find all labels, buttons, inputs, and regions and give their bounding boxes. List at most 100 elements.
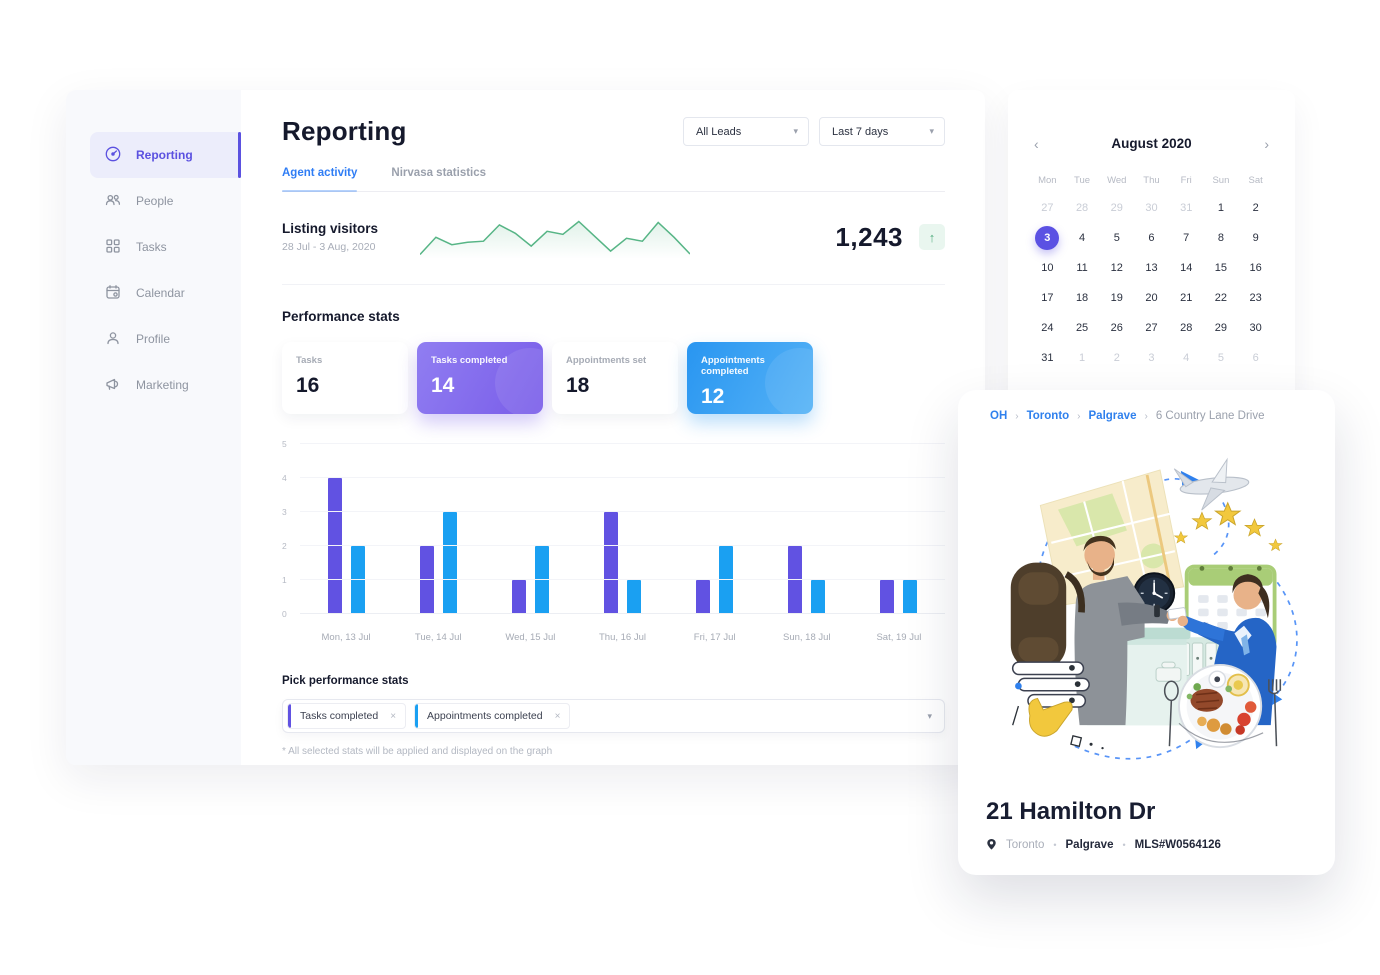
bar-appointments-completed bbox=[719, 546, 734, 614]
bar-group-fri-17-jul bbox=[669, 546, 761, 614]
calendar-day[interactable]: 8 bbox=[1217, 232, 1224, 244]
stat-card-label: Appointments completed bbox=[701, 355, 765, 377]
calendar-day[interactable]: 6 bbox=[1148, 232, 1155, 244]
calendar-header: ‹ August 2020 › bbox=[1030, 136, 1273, 151]
stats-multiselect[interactable]: Tasks completed × Appointments completed × … bbox=[282, 699, 945, 733]
calendar-day[interactable]: 21 bbox=[1180, 292, 1193, 304]
remove-tag-icon[interactable]: × bbox=[390, 710, 397, 722]
calendar-weekdays: Mon Tue Wed Thu Fri Sun Sat bbox=[1030, 175, 1273, 186]
main-header: Reporting All Leads ▾ Last 7 days ▾ bbox=[282, 116, 945, 147]
calendar-day[interactable]: 22 bbox=[1214, 292, 1228, 304]
calendar-day[interactable]: 4 bbox=[1079, 232, 1086, 244]
bar-appointments-completed bbox=[903, 580, 918, 614]
calendar-day[interactable]: 4 bbox=[1183, 352, 1190, 364]
calendar-day[interactable]: 29 bbox=[1214, 322, 1228, 334]
calendar-day[interactable]: 24 bbox=[1041, 322, 1054, 334]
listing-visitors-section: Listing visitors 28 Jul - 3 Aug, 2020 1,… bbox=[282, 214, 945, 285]
date-filter-select[interactable]: Last 7 days ▾ bbox=[819, 117, 945, 146]
filter-tag-tasks-completed[interactable]: Tasks completed × bbox=[287, 703, 407, 729]
bar-tasks-completed bbox=[696, 580, 711, 614]
breadcrumb-oh[interactable]: OH bbox=[990, 410, 1008, 422]
sidebar-item-tasks[interactable]: Tasks bbox=[90, 224, 241, 270]
y-axis-tick: 0 bbox=[282, 609, 287, 619]
weekday-label: Wed bbox=[1107, 175, 1127, 186]
gridline bbox=[300, 545, 945, 546]
date-filter-value: Last 7 days bbox=[832, 125, 889, 138]
tab-agent-activity[interactable]: Agent activity bbox=[282, 167, 358, 192]
calendar-day[interactable]: 13 bbox=[1145, 262, 1158, 274]
calendar-day[interactable]: 2 bbox=[1113, 352, 1120, 364]
stat-card-appointments-set: Appointments set 18 bbox=[552, 342, 678, 414]
weekday-label: Fri bbox=[1180, 175, 1192, 186]
location-pin-icon bbox=[986, 838, 997, 851]
calendar-day[interactable]: 12 bbox=[1110, 262, 1123, 274]
remove-tag-icon[interactable]: × bbox=[554, 710, 561, 722]
calendar-day[interactable]: 27 bbox=[1145, 322, 1158, 334]
tag-color-bar bbox=[288, 704, 291, 728]
lead-filter-select[interactable]: All Leads ▾ bbox=[683, 117, 809, 146]
calendar-day[interactable]: 16 bbox=[1249, 262, 1262, 274]
calendar-title: August 2020 bbox=[1111, 136, 1192, 151]
bar-chart-plot: 0 1 2 3 4 5 bbox=[282, 439, 945, 619]
calendar-day[interactable]: 9 bbox=[1252, 232, 1259, 244]
calendar-day[interactable]: 17 bbox=[1041, 292, 1054, 304]
calendar-day[interactable]: 15 bbox=[1214, 262, 1228, 274]
calendar-day[interactable]: 1 bbox=[1079, 352, 1086, 364]
breadcrumb-palgrave[interactable]: Palgrave bbox=[1088, 410, 1137, 422]
sidebar-item-calendar[interactable]: Calendar bbox=[90, 270, 241, 316]
breadcrumb-toronto[interactable]: Toronto bbox=[1026, 410, 1070, 422]
calendar-day[interactable]: 6 bbox=[1252, 352, 1259, 364]
calendar-day[interactable]: 14 bbox=[1180, 262, 1193, 274]
calendar-day[interactable]: 3 bbox=[1148, 352, 1155, 364]
lead-filter-value: All Leads bbox=[696, 125, 742, 138]
calendar-day[interactable]: 19 bbox=[1110, 292, 1123, 304]
main-content: Reporting All Leads ▾ Last 7 days ▾ Agen… bbox=[241, 90, 985, 765]
sidebar-item-label: Marketing bbox=[136, 378, 189, 392]
tag-label: Appointments completed bbox=[427, 710, 543, 722]
stats-note: * All selected stats will be applied and… bbox=[282, 746, 553, 757]
sidebar-item-profile[interactable]: Profile bbox=[90, 316, 241, 362]
chevron-down-icon: ▾ bbox=[927, 710, 932, 721]
weekday-label: Sat bbox=[1248, 175, 1263, 186]
sidebar-item-reporting[interactable]: Reporting bbox=[90, 132, 241, 178]
calendar-day[interactable]: 7 bbox=[1183, 232, 1190, 244]
calendar-day[interactable]: 28 bbox=[1075, 202, 1089, 214]
bar-appointments-completed bbox=[534, 546, 549, 614]
calendar-day[interactable]: 11 bbox=[1076, 262, 1088, 274]
stat-card-label: Tasks completed bbox=[431, 355, 508, 366]
calendar-day[interactable]: 30 bbox=[1249, 322, 1262, 334]
calendar-day[interactable]: 5 bbox=[1113, 232, 1120, 244]
y-axis-tick: 1 bbox=[282, 575, 287, 585]
calendar-day[interactable]: 5 bbox=[1217, 352, 1224, 364]
gridline bbox=[300, 477, 945, 478]
filter-tag-appointments-completed[interactable]: Appointments completed × bbox=[414, 703, 571, 729]
calendar-day-selected[interactable]: 3 bbox=[1030, 223, 1065, 253]
calendar-day[interactable]: 26 bbox=[1110, 322, 1123, 334]
property-title: 21 Hamilton Dr bbox=[986, 798, 1156, 825]
tab-nirvasa-statistics[interactable]: Nirvasa statistics bbox=[391, 167, 487, 179]
calendar-day[interactable]: 27 bbox=[1041, 202, 1054, 214]
gauge-icon bbox=[104, 145, 122, 166]
calendar-day[interactable]: 1 bbox=[1217, 202, 1224, 214]
calendar-day[interactable]: 23 bbox=[1249, 292, 1262, 304]
selected-day-circle: 3 bbox=[1035, 226, 1060, 250]
calendar-day[interactable]: 10 bbox=[1041, 262, 1054, 274]
calendar-prev-button[interactable]: ‹ bbox=[1034, 135, 1039, 152]
calendar-day[interactable]: 20 bbox=[1145, 292, 1158, 304]
calendar-next-button[interactable]: › bbox=[1264, 135, 1269, 152]
sidebar-item-people[interactable]: People bbox=[90, 178, 241, 224]
calendar-day[interactable]: 18 bbox=[1075, 292, 1089, 304]
calendar-day[interactable]: 30 bbox=[1145, 202, 1158, 214]
tag-color-bar bbox=[415, 704, 419, 728]
sidebar-item-marketing[interactable]: Marketing bbox=[90, 362, 241, 408]
sidebar-item-label: Profile bbox=[136, 332, 171, 346]
visitors-count: 1,243 bbox=[835, 221, 903, 252]
calendar-day[interactable]: 2 bbox=[1252, 202, 1259, 214]
bar-tasks-completed bbox=[788, 546, 803, 614]
calendar-day[interactable]: 31 bbox=[1041, 352, 1054, 364]
calendar-day[interactable]: 31 bbox=[1180, 202, 1193, 214]
calendar-day[interactable]: 25 bbox=[1075, 322, 1089, 334]
calendar-day[interactable]: 29 bbox=[1110, 202, 1123, 214]
bar-tasks-completed bbox=[603, 512, 618, 614]
calendar-day[interactable]: 28 bbox=[1180, 322, 1193, 334]
